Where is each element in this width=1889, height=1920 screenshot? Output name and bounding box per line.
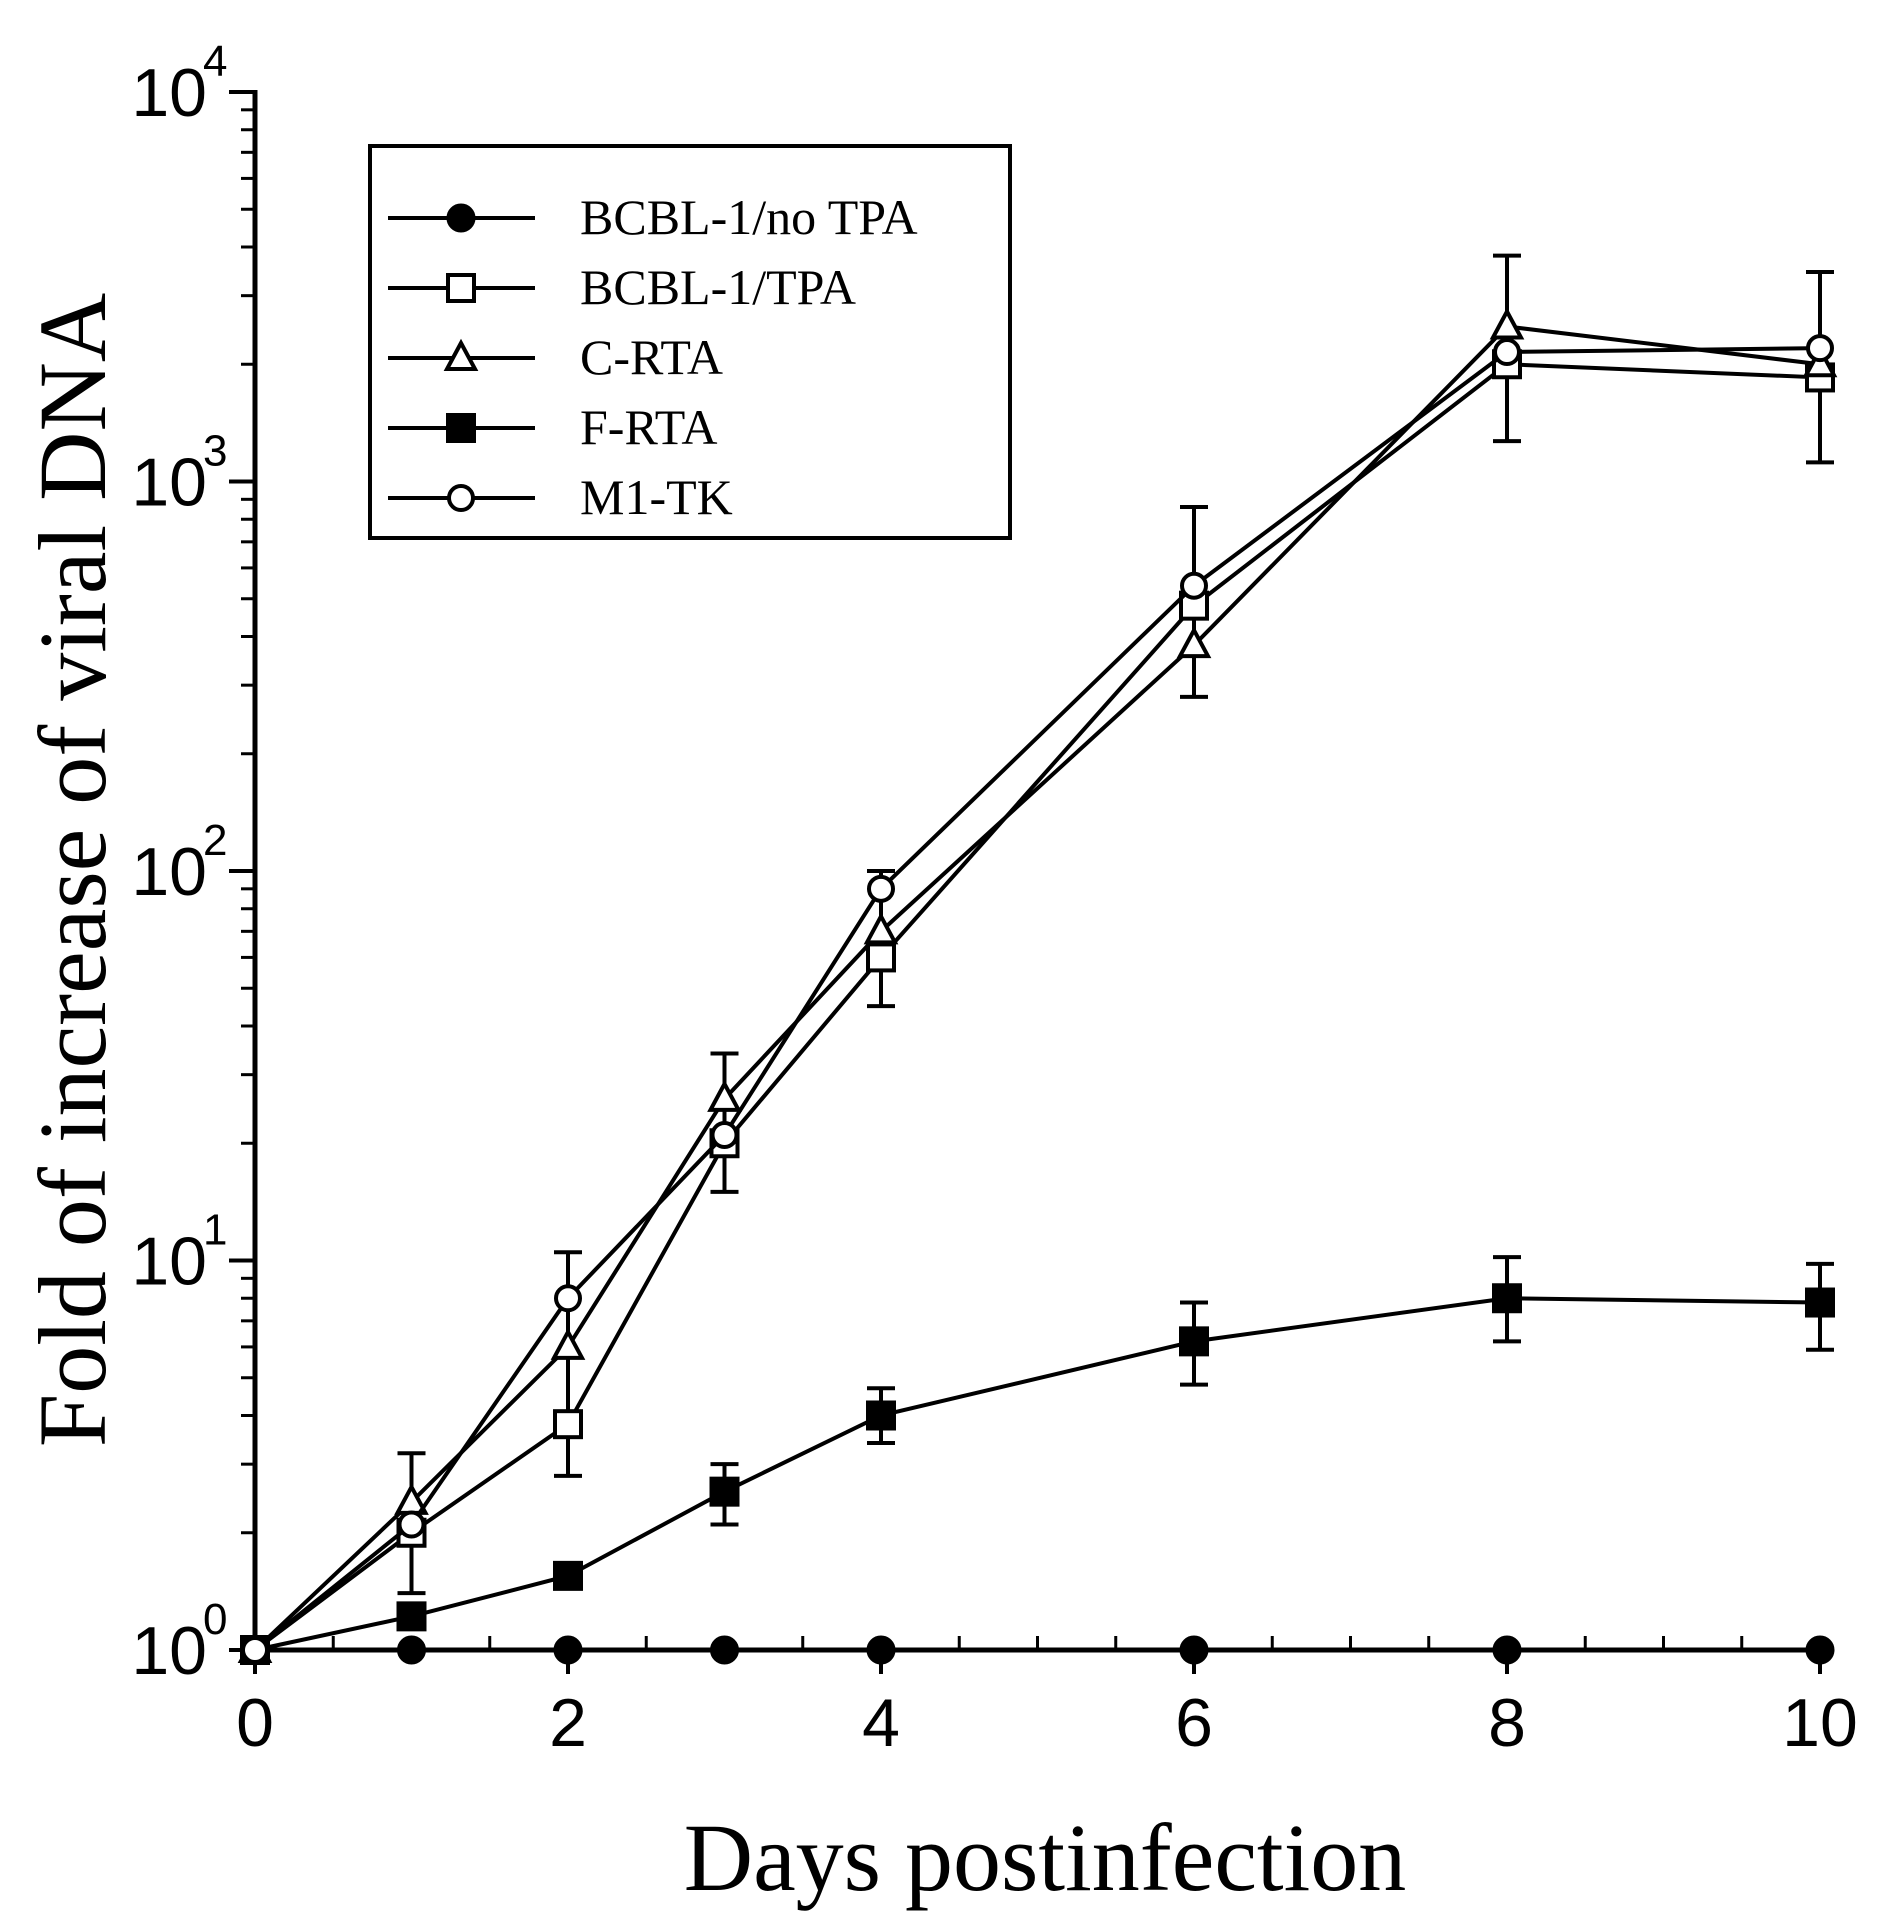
y-tick-exponent: 1 xyxy=(203,1206,227,1255)
data-point xyxy=(1492,1635,1522,1665)
y-tick-exponent: 0 xyxy=(203,1595,227,1644)
data-point xyxy=(1493,338,1521,367)
data-point xyxy=(863,912,899,945)
series-m1-tk xyxy=(241,334,1834,1664)
data-point xyxy=(553,1560,583,1591)
y-tick-exponent: 2 xyxy=(203,816,227,865)
y-tick-base: 10 xyxy=(131,445,207,521)
y-axis-title: Fold of increase of viral DNA xyxy=(19,293,126,1447)
data-point xyxy=(866,1400,896,1431)
data-point xyxy=(1492,1283,1522,1314)
data-point xyxy=(1805,1287,1835,1318)
legend-item: BCBL-1/TPA xyxy=(388,259,856,315)
legend-label: BCBL-1/no TPA xyxy=(580,189,918,245)
data-point xyxy=(397,1510,426,1539)
data-point xyxy=(396,1601,427,1632)
data-point xyxy=(241,1636,269,1664)
y-tick-label: 102 xyxy=(131,816,227,910)
x-axis-title: Days postinfection xyxy=(684,1804,1407,1911)
y-tick-base: 10 xyxy=(131,1224,207,1300)
data-point xyxy=(550,1327,586,1360)
legend-label: M1-TK xyxy=(580,469,733,525)
legend-item: BCBL-1/no TPA xyxy=(388,189,918,245)
data-point xyxy=(1805,1635,1835,1665)
y-tick-base: 10 xyxy=(131,1613,207,1689)
data-point xyxy=(554,1284,582,1313)
data-point xyxy=(397,1635,426,1665)
legend-label: F-RTA xyxy=(580,399,717,455)
y-tick-exponent: 4 xyxy=(203,37,227,86)
data-point xyxy=(553,1635,583,1665)
series-line xyxy=(253,362,1821,1652)
x-tick-label: 8 xyxy=(1488,1685,1526,1761)
legend-label: BCBL-1/TPA xyxy=(580,259,856,315)
series-bcbl-1-no-tpa xyxy=(240,1635,1835,1665)
y-tick-label: 101 xyxy=(131,1206,227,1300)
x-tick-label: 10 xyxy=(1782,1685,1858,1761)
legend-marker xyxy=(446,413,476,443)
y-tick-exponent: 3 xyxy=(203,427,227,476)
legend: BCBL-1/no TPA BCBL-1/TPA C-RTA F-RTA M1-TK xyxy=(368,144,1012,540)
series-line xyxy=(253,346,1821,1652)
y-tick-base: 10 xyxy=(131,55,207,131)
legend-item: M1-TK xyxy=(388,469,733,525)
data-point xyxy=(709,1476,740,1507)
y-tick-label: 104 xyxy=(131,37,227,131)
data-point xyxy=(1806,334,1834,363)
y-tick-label: 100 xyxy=(131,1595,227,1689)
legend-item: C-RTA xyxy=(388,329,723,385)
legend-marker xyxy=(447,484,475,512)
data-point xyxy=(866,1635,896,1665)
x-tick-label: 0 xyxy=(236,1685,274,1761)
data-point xyxy=(1180,571,1208,600)
legend-marker xyxy=(446,273,476,303)
data-point xyxy=(867,874,895,903)
data-point xyxy=(707,1079,742,1112)
legend-box xyxy=(368,144,1012,540)
data-point xyxy=(710,1635,739,1665)
x-tick-label: 2 xyxy=(549,1685,587,1761)
series-line xyxy=(254,1296,1821,1652)
data-point xyxy=(1176,625,1212,659)
x-tick-label: 4 xyxy=(862,1685,900,1761)
y-tick-base: 10 xyxy=(131,834,207,910)
data-point xyxy=(1802,345,1838,378)
data-point xyxy=(1489,307,1525,340)
series-f-rta xyxy=(240,1255,1835,1665)
legend-item: F-RTA xyxy=(388,399,717,455)
data-point xyxy=(1179,1326,1209,1357)
data-point xyxy=(1179,1635,1209,1665)
data-point xyxy=(710,1120,739,1149)
legend-marker xyxy=(446,203,476,233)
y-tick-label: 103 xyxy=(131,427,227,521)
legend-label: C-RTA xyxy=(580,329,723,385)
data-point xyxy=(866,942,896,973)
legend-marker xyxy=(443,338,479,371)
data-point xyxy=(553,1409,583,1440)
x-tick-label: 6 xyxy=(1175,1685,1213,1761)
